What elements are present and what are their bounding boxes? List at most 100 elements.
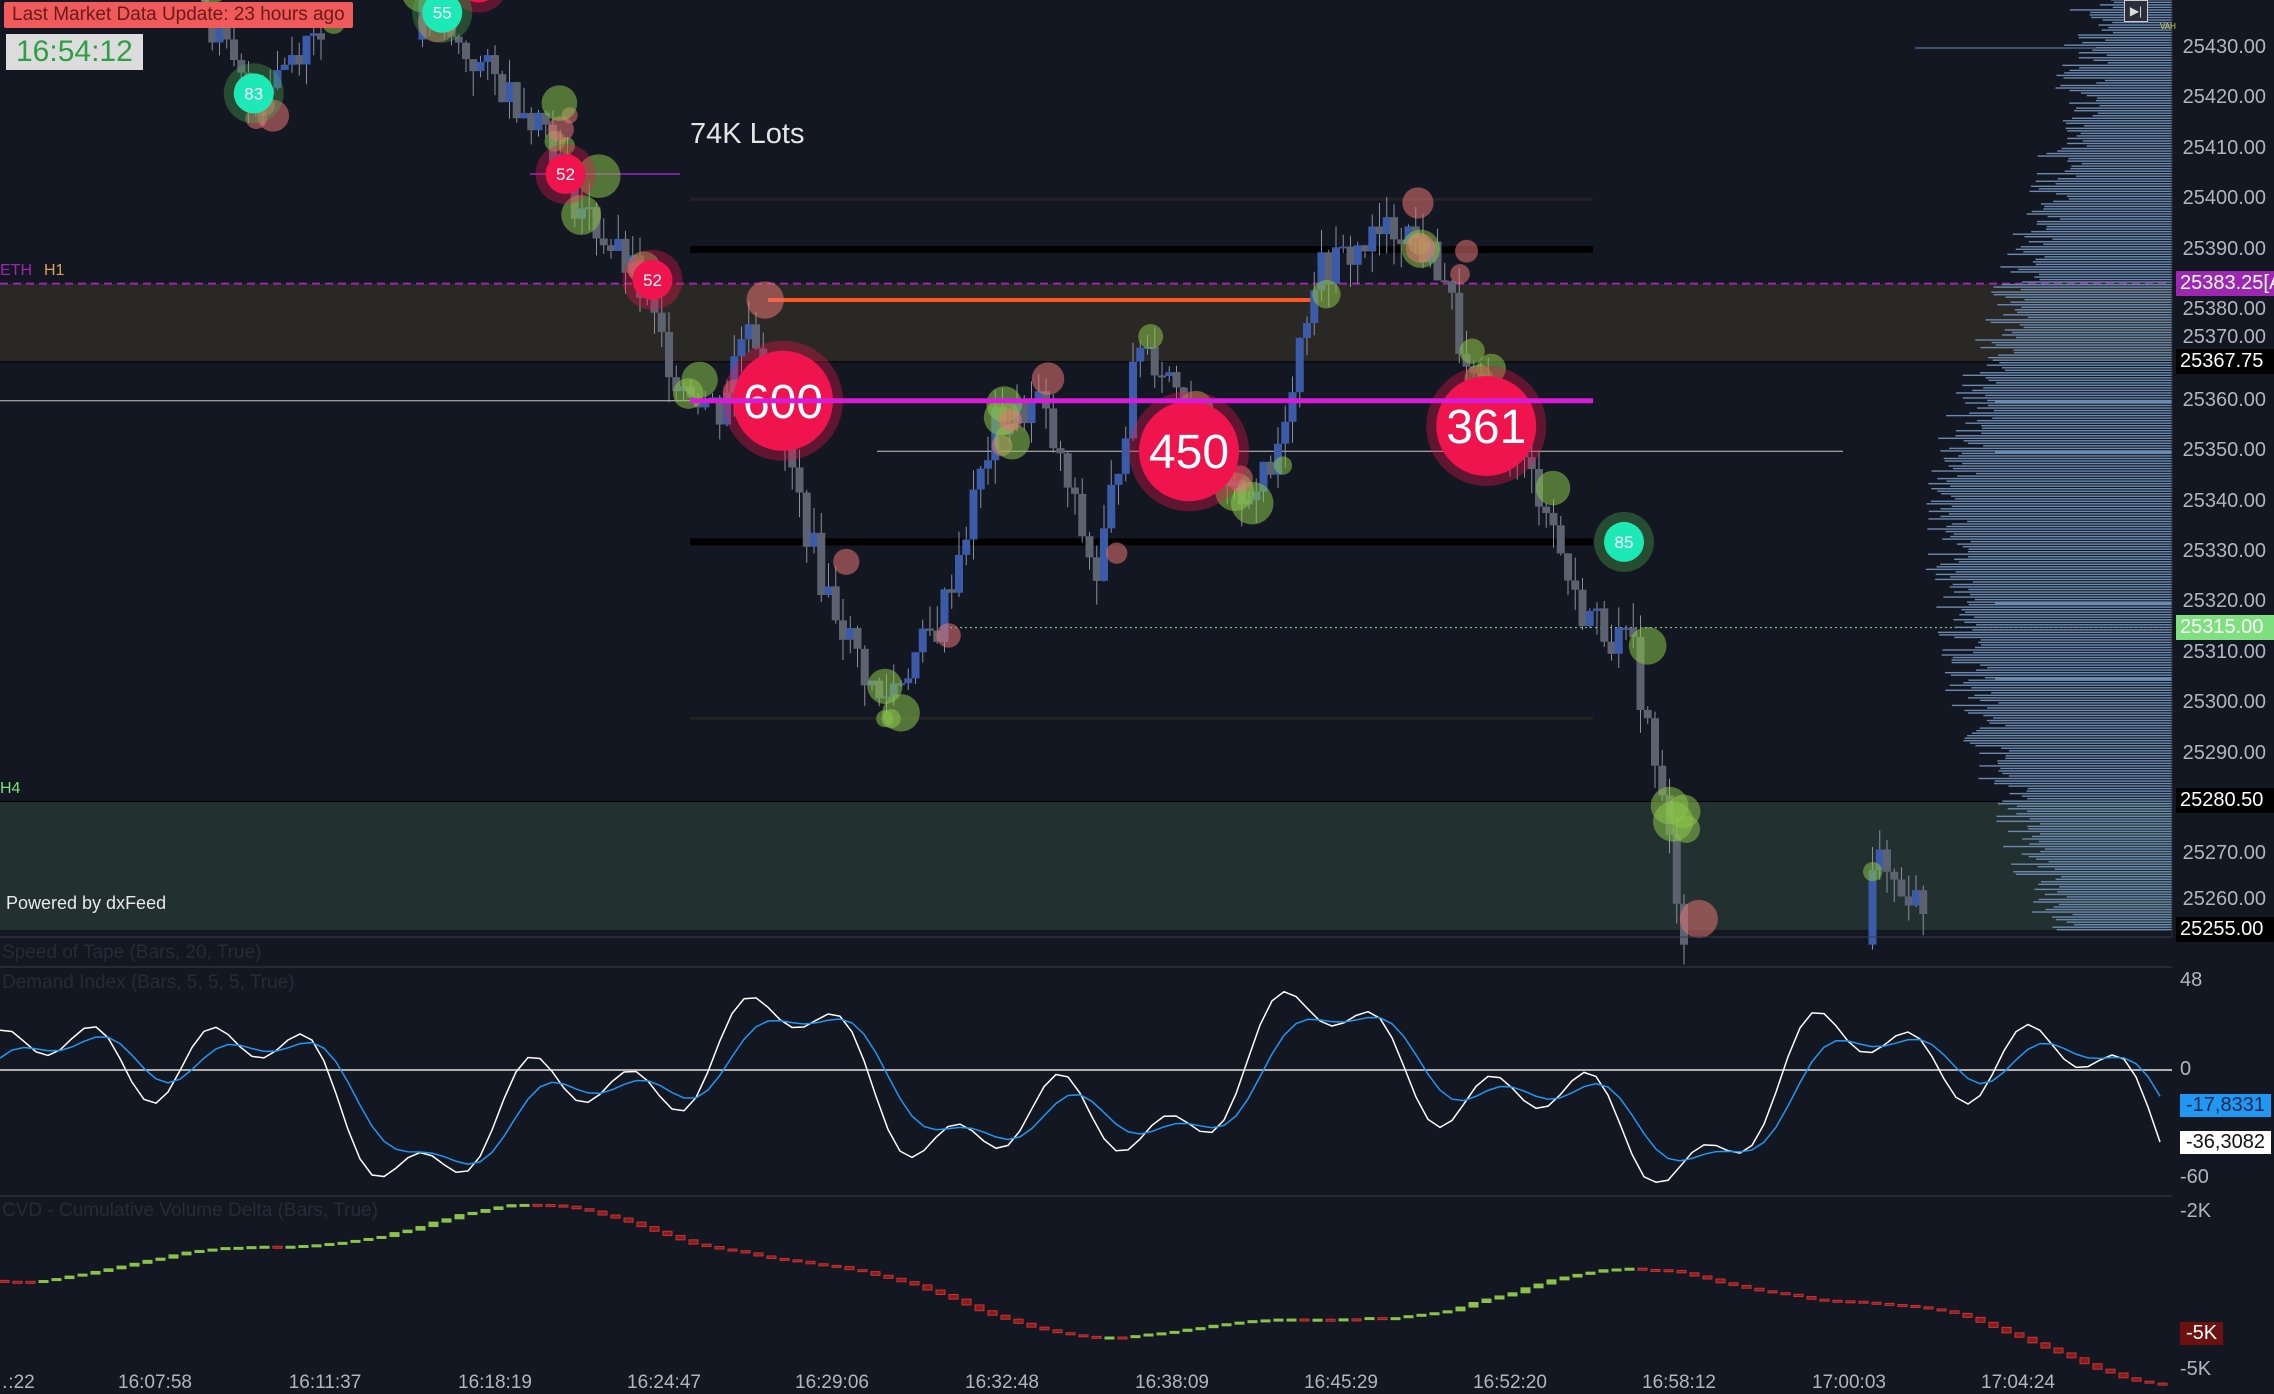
price-tick: 25370.00 bbox=[2182, 326, 2266, 349]
volume-profile-bar bbox=[2098, 24, 2172, 26]
volume-profile-bar bbox=[2003, 845, 2172, 848]
volume-profile-bar bbox=[2028, 855, 2172, 858]
cvd-bar bbox=[25, 1280, 36, 1284]
candle-body bbox=[273, 70, 282, 88]
cvd-bar bbox=[1377, 1317, 1388, 1321]
cvd-bar bbox=[1182, 1328, 1193, 1332]
cvd-bar bbox=[1117, 1336, 1128, 1340]
volume-profile-bar bbox=[1926, 503, 2172, 505]
volume-profile-bar bbox=[2038, 898, 2172, 901]
candle-body bbox=[752, 324, 760, 349]
candle-body bbox=[1295, 337, 1304, 393]
cvd-bar bbox=[1052, 1329, 1063, 1334]
cvd-bar bbox=[1130, 1335, 1141, 1339]
volume-profile-bar bbox=[2019, 324, 2172, 326]
cvd-bar bbox=[2144, 1380, 2155, 1384]
volume-profile-bar bbox=[1962, 374, 2172, 376]
bubble-halo bbox=[454, 0, 503, 13]
price-tick: 25410.00 bbox=[2182, 136, 2266, 159]
volume-profile-bar bbox=[1991, 692, 2172, 694]
candle-body bbox=[657, 312, 666, 333]
volume-profile-bar bbox=[1993, 286, 2172, 288]
cvd-bar bbox=[1039, 1326, 1050, 1331]
cvd-bar bbox=[649, 1226, 660, 1232]
candle-body bbox=[527, 112, 536, 131]
cvd-bar bbox=[350, 1239, 361, 1243]
cvd-bar bbox=[415, 1226, 426, 1231]
candle-body bbox=[599, 238, 608, 246]
volume-profile-bar bbox=[1965, 611, 2172, 613]
candle-body bbox=[1317, 252, 1326, 291]
cvd-bar bbox=[506, 1204, 517, 1208]
volume-profile-bar bbox=[2020, 246, 2172, 248]
footprint-circle bbox=[1455, 239, 1479, 263]
volume-profile-bar bbox=[1967, 697, 2172, 699]
volume-profile-bar bbox=[2038, 840, 2172, 843]
cvd-bar bbox=[467, 1211, 478, 1216]
candle-body bbox=[1912, 890, 1920, 906]
candle-body bbox=[1397, 239, 1406, 244]
cvd-bar bbox=[1910, 1304, 1921, 1308]
cvd-bar bbox=[428, 1221, 439, 1228]
volume-profile-bar bbox=[2078, 57, 2172, 59]
cvd-bar bbox=[1325, 1318, 1336, 1322]
volume-profile-bar bbox=[2023, 251, 2172, 253]
volume-profile-bar bbox=[1993, 409, 2172, 412]
volume-profile-bar bbox=[2013, 871, 2172, 873]
volume-profile-bar bbox=[2061, 147, 2172, 150]
cvd-bar bbox=[1507, 1292, 1518, 1297]
volume-profile-bar bbox=[2096, 97, 2172, 99]
candle-body bbox=[462, 42, 470, 60]
time-tick: 16:38:09 bbox=[1135, 1372, 1209, 1393]
cvd-bar bbox=[1520, 1287, 1531, 1294]
cvd-bar bbox=[454, 1214, 465, 1220]
candle-body bbox=[1136, 347, 1145, 362]
candle-body bbox=[824, 586, 833, 596]
demand-signal-line bbox=[0, 1016, 2161, 1165]
volume-profile-bar bbox=[2052, 926, 2172, 928]
volume-profile-bar bbox=[1962, 545, 2172, 548]
volume-profile-bar bbox=[2036, 223, 2172, 225]
volume-profile-bar bbox=[2028, 241, 2172, 243]
volume-profile-bar bbox=[2007, 808, 2172, 810]
volume-profile-bar bbox=[2065, 127, 2172, 130]
volume-profile-bar bbox=[2055, 878, 2172, 880]
volume-profile-bar bbox=[2058, 903, 2172, 906]
cvd-bar bbox=[688, 1239, 699, 1245]
candle-body bbox=[1071, 487, 1079, 494]
volume-profile-bar bbox=[2000, 266, 2172, 268]
demand-signal-tag: -17,8331 bbox=[2180, 1094, 2271, 1117]
axis-background bbox=[2172, 0, 2274, 1391]
volume-profile-bar bbox=[1931, 488, 2172, 490]
volume-profile-bar bbox=[2077, 34, 2172, 36]
volume-profile-bar bbox=[1961, 452, 2172, 455]
cvd-bar bbox=[2092, 1363, 2103, 1370]
volume-profile-bar bbox=[2005, 724, 2172, 727]
candle-body bbox=[1078, 493, 1087, 537]
cvd-bar bbox=[103, 1268, 114, 1272]
candle-body bbox=[940, 589, 949, 642]
jump-to-end-button[interactable]: ▶| bbox=[2124, 0, 2148, 22]
volume-profile-bar bbox=[1925, 568, 2172, 571]
volume-profile-bar bbox=[2071, 165, 2172, 167]
time-tick: 17:04:24 bbox=[1981, 1372, 2055, 1393]
candle-body bbox=[1390, 217, 1398, 240]
volume-profile-bar bbox=[1974, 598, 2172, 601]
price-tick: 25400.00 bbox=[2182, 187, 2266, 210]
volume-profile-bar bbox=[2016, 813, 2172, 815]
cvd-bar bbox=[935, 1289, 946, 1295]
h4-level-label: H4 bbox=[0, 780, 21, 797]
candle-body bbox=[215, 28, 224, 43]
volume-profile-bar bbox=[2024, 299, 2172, 301]
cvd-title: CVD - Cumulative Volume Delta (Bars, Tru… bbox=[2, 1200, 378, 1221]
volume-profile-bar bbox=[2045, 908, 2172, 911]
candle-body bbox=[831, 586, 840, 621]
cvd-bar bbox=[571, 1205, 582, 1210]
candle-body bbox=[570, 164, 579, 219]
volume-profile-bar bbox=[1985, 394, 2172, 397]
volume-profile-bar bbox=[1991, 341, 2172, 344]
volume-profile-bar bbox=[1954, 498, 2172, 500]
volume-profile-bar bbox=[1950, 485, 2172, 487]
volume-profile-bar bbox=[1995, 382, 2172, 384]
